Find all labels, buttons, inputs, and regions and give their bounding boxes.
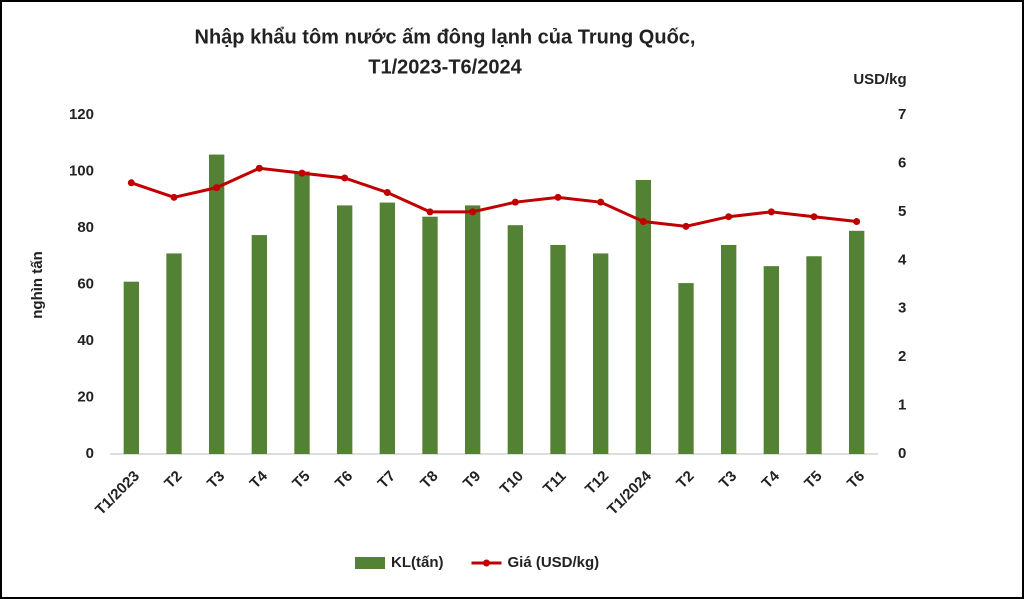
bar	[166, 253, 182, 454]
y-tick-label: 60	[77, 275, 94, 292]
bar	[507, 225, 524, 454]
y-tick-label: 100	[69, 162, 94, 179]
y-tick-label: 120	[69, 106, 94, 123]
bar	[635, 179, 652, 454]
y2-tick-label: 2	[898, 348, 906, 365]
bar	[678, 283, 694, 454]
point	[127, 179, 135, 187]
line	[130, 166, 857, 228]
point	[810, 213, 818, 221]
y2-tick-label: 4	[898, 251, 907, 268]
y-axis-label: nghìn tấn	[29, 251, 46, 319]
y2-tick-label: 6	[898, 154, 906, 171]
point	[725, 213, 733, 221]
point	[554, 193, 562, 201]
y2-axis-label: USD/kg	[853, 71, 906, 88]
bar	[208, 154, 225, 455]
point	[255, 164, 263, 172]
legend-label: Giá (USD/kg)	[508, 554, 600, 571]
bar	[251, 235, 268, 454]
bar	[763, 266, 780, 454]
bar	[336, 205, 353, 454]
legend-swatch	[355, 557, 385, 569]
point	[469, 208, 477, 216]
bar	[592, 253, 609, 454]
bar	[123, 281, 140, 454]
point	[383, 188, 391, 196]
point	[298, 169, 306, 177]
bar	[720, 244, 737, 454]
bar	[550, 244, 566, 454]
point	[767, 208, 775, 216]
point	[170, 193, 178, 201]
point	[341, 174, 349, 182]
bar	[379, 202, 396, 454]
point	[511, 198, 519, 206]
y2-tick-label: 1	[898, 397, 906, 414]
y-tick-label: 80	[77, 219, 94, 236]
bar	[422, 216, 438, 454]
chart-title: T1/2023-T6/2024	[368, 56, 522, 78]
point	[682, 222, 690, 230]
y-tick-label: 40	[77, 332, 94, 349]
point	[597, 198, 605, 206]
point	[426, 208, 434, 216]
y2-tick-label: 7	[898, 106, 906, 123]
bar	[294, 171, 310, 454]
legend-swatch	[483, 559, 490, 567]
y-tick-label: 20	[77, 388, 94, 405]
point	[213, 184, 221, 192]
bar	[464, 205, 481, 454]
y-tick-label: 0	[86, 445, 94, 462]
y2-tick-label: 5	[898, 203, 906, 220]
bar	[848, 230, 865, 454]
y2-tick-label: 0	[898, 445, 906, 462]
bar	[806, 256, 822, 454]
y2-tick-label: 3	[898, 300, 906, 317]
point	[639, 218, 647, 226]
chart-title: Nhập khẩu tôm nước ấm đông lạnh của Trun…	[195, 26, 696, 48]
legend-label: KL(tấn)	[391, 554, 444, 571]
point	[853, 218, 861, 226]
